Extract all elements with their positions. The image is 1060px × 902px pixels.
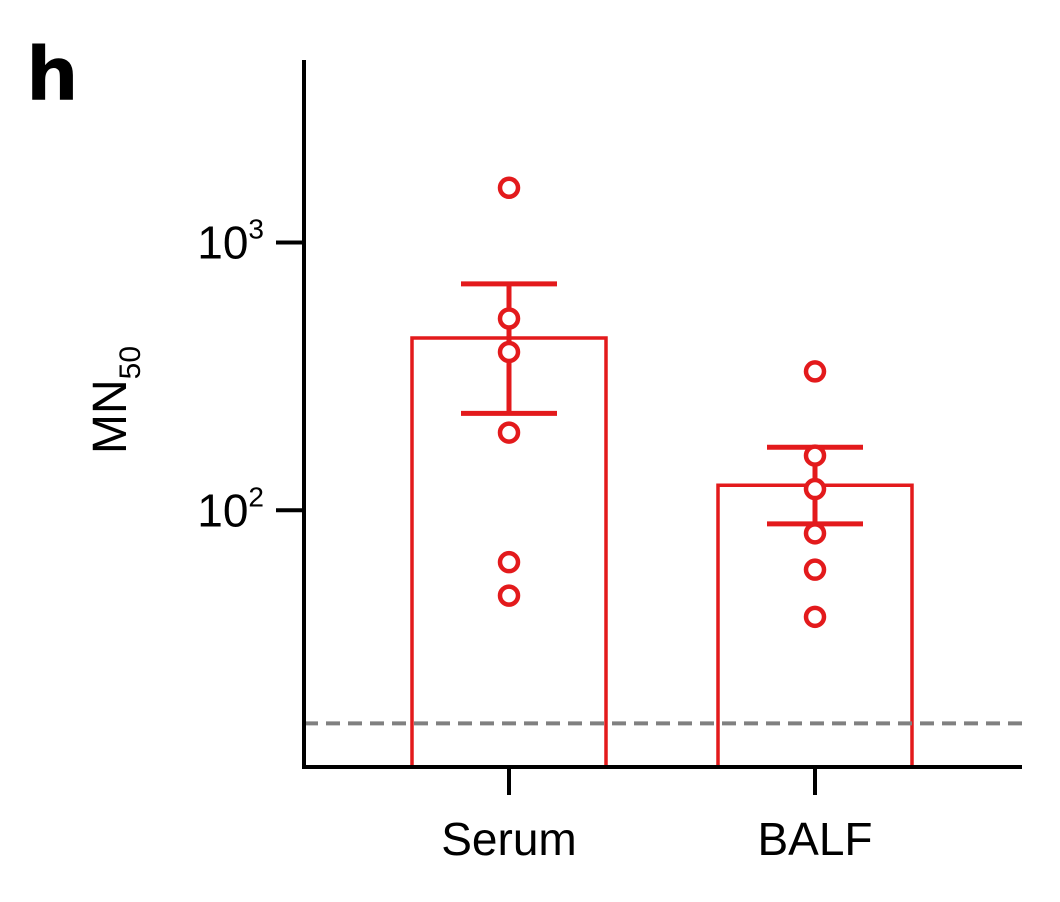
- axes: 102 103 Serum BALF: [197, 60, 1022, 865]
- data-point-balf-4: [803, 522, 827, 545]
- data-point-balf-5: [803, 558, 827, 581]
- x-tick-label-serum: Serum: [441, 813, 576, 865]
- x-ticks: Serum BALF: [441, 767, 873, 865]
- data-point-serum-2: [497, 307, 521, 330]
- data-point-serum-4: [497, 421, 521, 444]
- plot-area: [304, 176, 1022, 767]
- data-point-serum-3: [497, 340, 521, 364]
- y-ticks: 102 103: [197, 213, 304, 536]
- data-point-balf-6: [803, 605, 827, 629]
- data-point-balf-1: [803, 360, 827, 383]
- y-axis-title: MN50: [84, 346, 147, 454]
- data-point-serum-6: [497, 584, 521, 607]
- data-point-balf-2: [803, 444, 827, 467]
- data-point-balf-3: [803, 477, 827, 501]
- bars-layer: [410, 336, 914, 767]
- error-bars-layer: [461, 281, 863, 527]
- x-tick-label-balf: BALF: [757, 813, 872, 865]
- y-tick-label-100: 102: [197, 481, 264, 536]
- points-layer: [497, 176, 827, 629]
- y-tick-label-1000: 103: [197, 213, 264, 268]
- panel-label: h: [26, 32, 79, 118]
- data-point-serum-5: [497, 550, 521, 574]
- data-point-serum-1: [497, 176, 521, 200]
